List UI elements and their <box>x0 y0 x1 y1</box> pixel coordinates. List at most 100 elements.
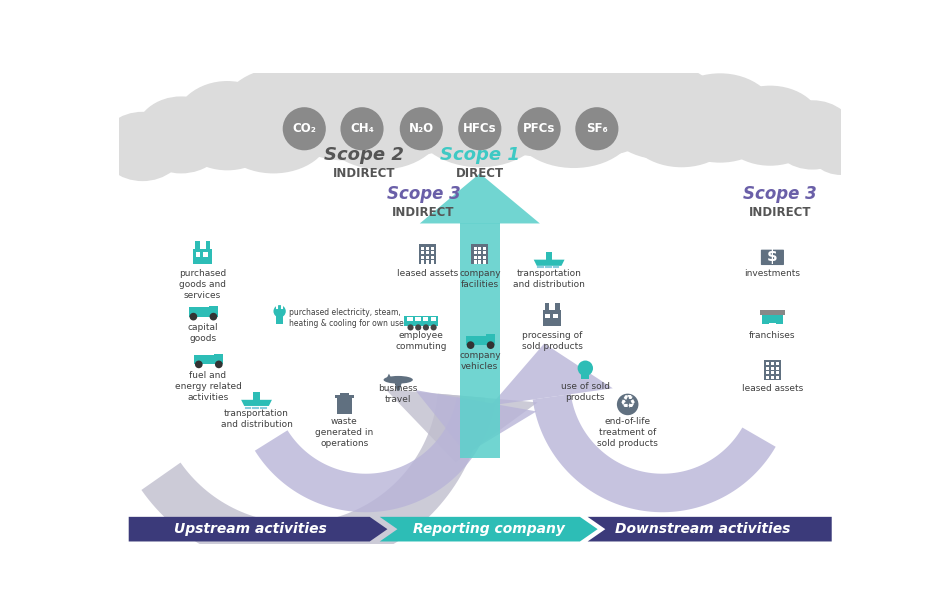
Bar <box>430 317 435 321</box>
Bar <box>555 303 560 312</box>
Text: processing of
sold products: processing of sold products <box>521 331 582 351</box>
Polygon shape <box>533 394 775 512</box>
Bar <box>196 252 200 257</box>
Bar <box>759 310 784 315</box>
Circle shape <box>283 107 326 150</box>
Bar <box>421 260 424 263</box>
Text: company
facilities: company facilities <box>459 269 500 289</box>
Bar <box>194 355 215 364</box>
Bar <box>418 244 435 265</box>
Circle shape <box>195 360 202 368</box>
Circle shape <box>486 342 494 349</box>
Bar <box>482 247 486 250</box>
Text: CH₄: CH₄ <box>350 122 373 135</box>
Bar <box>546 252 551 261</box>
Text: Reporting company: Reporting company <box>413 522 564 536</box>
Bar <box>430 260 433 263</box>
Polygon shape <box>534 260 563 266</box>
Polygon shape <box>393 378 402 390</box>
Bar <box>188 307 210 316</box>
Bar <box>775 376 778 379</box>
Bar <box>426 251 429 254</box>
Ellipse shape <box>100 112 184 181</box>
Ellipse shape <box>219 68 343 163</box>
Bar <box>203 252 208 257</box>
Polygon shape <box>255 397 494 512</box>
Bar <box>770 367 773 370</box>
Bar <box>206 241 210 251</box>
Bar <box>775 371 778 375</box>
Bar <box>766 367 768 370</box>
Text: Scope 3: Scope 3 <box>742 185 816 203</box>
Text: purchased
goods and
services: purchased goods and services <box>179 269 226 300</box>
Bar <box>426 256 429 259</box>
Ellipse shape <box>277 56 408 160</box>
Ellipse shape <box>402 45 544 156</box>
Text: INDIRECT: INDIRECT <box>392 206 454 219</box>
Text: leased assets: leased assets <box>397 269 458 278</box>
Bar <box>544 303 548 312</box>
Ellipse shape <box>717 86 822 166</box>
Text: capital
goods: capital goods <box>187 323 218 343</box>
Text: investments: investments <box>743 269 799 278</box>
Bar <box>542 310 561 326</box>
Bar <box>474 260 476 263</box>
Circle shape <box>616 393 637 415</box>
Circle shape <box>189 313 197 321</box>
Text: SF₆: SF₆ <box>585 122 607 135</box>
Ellipse shape <box>534 56 665 156</box>
Polygon shape <box>386 373 391 380</box>
Bar <box>340 393 348 397</box>
Text: $: $ <box>767 249 777 264</box>
Bar <box>766 376 768 379</box>
Text: end-of-life
treatment of
sold products: end-of-life treatment of sold products <box>596 417 657 448</box>
Text: N₂O: N₂O <box>408 122 433 135</box>
Circle shape <box>407 324 413 331</box>
Ellipse shape <box>469 49 607 156</box>
Bar <box>768 323 775 327</box>
Ellipse shape <box>173 81 281 170</box>
Text: fuel and
energy related
activities: fuel and energy related activities <box>174 370 241 402</box>
Ellipse shape <box>662 73 777 163</box>
Ellipse shape <box>135 97 227 174</box>
Ellipse shape <box>318 77 444 170</box>
Bar <box>474 251 476 254</box>
Text: transportation
and distribution: transportation and distribution <box>513 269 584 289</box>
Bar <box>214 354 223 364</box>
Bar <box>552 313 557 318</box>
Text: INDIRECT: INDIRECT <box>332 167 395 180</box>
Ellipse shape <box>383 376 413 384</box>
Circle shape <box>415 324 421 331</box>
Bar <box>581 375 589 379</box>
Bar <box>426 247 429 250</box>
Bar <box>766 362 768 365</box>
Bar <box>465 336 487 345</box>
Bar <box>193 249 212 265</box>
Text: franchises: franchises <box>749 331 795 340</box>
Circle shape <box>517 107 560 150</box>
Bar <box>430 256 433 259</box>
Circle shape <box>273 305 285 317</box>
Text: Scope 3: Scope 3 <box>387 185 460 203</box>
Bar <box>209 306 218 316</box>
Text: company
vehicles: company vehicles <box>459 351 500 371</box>
Text: INDIRECT: INDIRECT <box>748 206 811 219</box>
Bar <box>275 313 284 324</box>
Bar <box>766 371 768 375</box>
Circle shape <box>458 107 501 150</box>
Text: ♻: ♻ <box>619 395 635 414</box>
Bar <box>761 312 782 324</box>
Bar <box>407 317 413 321</box>
Bar <box>482 251 486 254</box>
Ellipse shape <box>510 79 636 168</box>
Bar <box>770 362 773 365</box>
Circle shape <box>577 360 592 376</box>
Circle shape <box>430 324 436 331</box>
Text: transportation
and distribution: transportation and distribution <box>220 409 292 429</box>
Bar <box>775 362 778 365</box>
Ellipse shape <box>600 64 724 159</box>
Text: purchased electricity, steam,
heating & cooling for own use: purchased electricity, steam, heating & … <box>288 308 403 328</box>
Bar <box>426 260 429 263</box>
Bar <box>253 392 259 401</box>
Bar <box>477 256 481 259</box>
